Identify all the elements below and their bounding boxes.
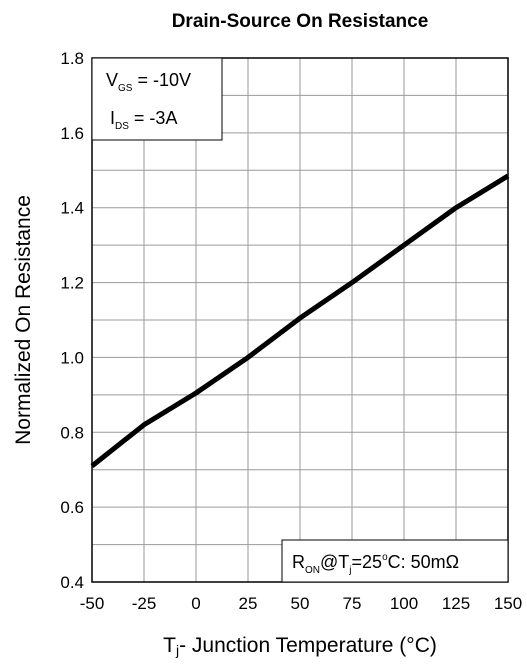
data-point	[195, 392, 197, 394]
grid	[91, 57, 509, 583]
x-tick-label: -50	[80, 594, 105, 613]
x-tick-label: 50	[291, 594, 310, 613]
y-axis-label: Normalized On Resistance	[12, 195, 35, 445]
vgs-annotation: VGS = -10V	[106, 70, 191, 94]
y-tick-label: 1.2	[60, 274, 84, 293]
ids-annotation: IDS = -3A	[110, 108, 177, 132]
x-tick-label: 150	[494, 594, 522, 613]
y-axis-ticks: 0.4 0.6 0.8 1.0 1.2 1.4 1.6 1.8	[60, 49, 84, 592]
x-tick-label: -25	[132, 594, 157, 613]
x-tick-label: 75	[343, 594, 362, 613]
y-tick-label: 1.6	[60, 124, 84, 143]
y-tick-label: 1.4	[60, 199, 84, 218]
x-tick-label: 125	[442, 594, 470, 613]
data-point	[403, 244, 405, 246]
x-tick-label: 25	[239, 594, 258, 613]
x-tick-label: 100	[390, 594, 418, 613]
y-tick-label: 1.0	[60, 348, 84, 367]
chart-title: Drain-Source On Resistance	[172, 11, 429, 32]
x-tick-label: 0	[191, 594, 200, 613]
data-point	[351, 282, 353, 284]
reference-box	[281, 539, 509, 583]
y-tick-label: 0.4	[60, 573, 84, 592]
y-tick-label: 0.8	[60, 423, 84, 442]
y-tick-label: 1.8	[60, 49, 84, 68]
data-point	[299, 317, 301, 319]
data-point	[455, 207, 457, 209]
data-point	[247, 356, 249, 358]
x-axis-label: Tj- Junction Temperature (°C)	[163, 634, 437, 658]
conditions-box	[91, 57, 223, 141]
x-axis-ticks: -50 -25 0 25 50 75 100 125 150	[80, 594, 522, 613]
y-tick-label: 0.6	[60, 498, 84, 517]
ron-annotation: RON@Tj=25oC: 50mΩ	[292, 552, 459, 576]
data-point	[143, 424, 145, 426]
